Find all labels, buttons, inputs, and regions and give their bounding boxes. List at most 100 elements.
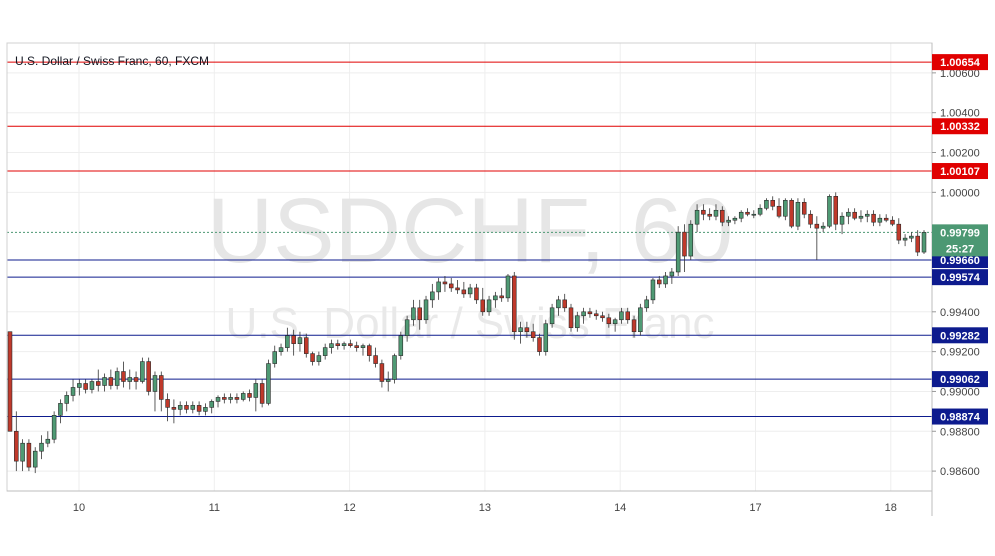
resistance-level-tag — [932, 118, 988, 135]
candle-body — [732, 217, 738, 221]
candle-body — [228, 397, 233, 400]
candle — [650, 277, 656, 304]
candle-body — [316, 355, 322, 362]
level-tag-label: 0.99574 — [940, 272, 981, 284]
candle — [152, 371, 158, 412]
candle — [543, 319, 549, 356]
candle — [720, 206, 725, 227]
candle-body — [51, 415, 57, 440]
candle — [32, 447, 38, 474]
candle — [442, 275, 448, 292]
candle — [606, 313, 612, 328]
candle-body — [839, 215, 845, 225]
candle — [745, 208, 750, 217]
candle — [726, 216, 731, 227]
time-axis[interactable]: 10 11 12 13 14 17 18 — [73, 502, 897, 514]
candle — [757, 204, 763, 217]
candle-body — [146, 361, 151, 392]
candle-body — [751, 213, 757, 216]
current-price-label: 0.99799 — [940, 227, 980, 239]
candle-body — [89, 381, 95, 390]
candle — [398, 331, 404, 360]
candle — [877, 214, 883, 227]
current-price-tag: 0.99799 25:27 — [932, 224, 988, 257]
support-level-tag — [932, 269, 988, 286]
candle — [203, 403, 208, 416]
candle-body — [278, 347, 284, 352]
candle — [253, 379, 259, 412]
candle — [26, 439, 32, 472]
candle — [304, 333, 309, 358]
candle-body — [83, 383, 88, 390]
candle-body — [549, 307, 555, 325]
price-tick-label: 1.00200 — [940, 148, 980, 160]
candle-body — [871, 213, 876, 223]
candle — [448, 277, 454, 292]
candle-body — [726, 219, 731, 223]
candle-body — [461, 289, 467, 295]
candle — [196, 401, 202, 416]
candle — [165, 393, 170, 422]
price-axis[interactable]: 1.00600 1.00400 1.00200 1.00000 0.99400 0.992… — [932, 68, 980, 478]
candle — [890, 216, 895, 227]
candle-body — [896, 223, 902, 241]
level-tag-label: 0.98874 — [940, 412, 981, 424]
support-level-tag — [932, 327, 988, 344]
candle — [127, 369, 133, 390]
candle-body — [45, 438, 51, 444]
candle — [915, 230, 920, 257]
price-tick-label: 0.98800 — [940, 426, 980, 438]
candle-body — [7, 331, 13, 432]
candle-body — [436, 281, 441, 293]
candle-body — [266, 363, 271, 404]
candle-body — [310, 353, 315, 362]
candle — [612, 317, 618, 332]
candle — [467, 283, 473, 298]
candle-body — [675, 231, 681, 273]
price-tick-label: 1.00600 — [940, 68, 980, 80]
candle — [865, 210, 870, 223]
resistance-level-tag — [932, 163, 988, 180]
candle-body — [423, 299, 429, 321]
candle-body — [102, 377, 107, 386]
candle — [291, 329, 296, 356]
candle-body — [448, 283, 454, 289]
candle-body — [133, 377, 139, 382]
level-tag-label: 1.00654 — [940, 57, 981, 69]
price-tick-label: 0.99200 — [940, 347, 980, 359]
candle-body — [329, 343, 334, 348]
date-tick-label: 11 — [209, 502, 220, 514]
candle — [657, 275, 662, 288]
candle — [133, 371, 139, 390]
candle — [77, 379, 82, 396]
candle — [228, 393, 233, 404]
candle-body — [663, 275, 668, 285]
candle — [367, 343, 372, 362]
candle-body — [713, 209, 719, 217]
candle-body — [442, 281, 448, 285]
candle-body — [720, 209, 725, 223]
candle — [493, 291, 498, 308]
candle-body — [209, 401, 214, 408]
candle-body — [184, 405, 189, 410]
candle-body — [285, 335, 290, 348]
candle — [587, 307, 593, 318]
candle — [518, 321, 523, 344]
candle-body — [64, 395, 69, 404]
candle — [436, 277, 441, 300]
candle — [921, 230, 927, 255]
candle — [404, 315, 410, 342]
candle — [568, 303, 574, 332]
candle — [795, 198, 801, 231]
candle-body — [801, 201, 807, 215]
candle-body — [543, 323, 549, 352]
candle-body — [486, 299, 492, 313]
watermark-symbol: USDCHF, 60 — [207, 180, 734, 282]
candle — [209, 399, 214, 414]
candle-body — [177, 405, 183, 410]
candle-body — [430, 291, 435, 301]
candle-body — [915, 235, 920, 253]
candle-body — [95, 381, 101, 386]
level-tag-label: 1.00332 — [940, 121, 980, 133]
